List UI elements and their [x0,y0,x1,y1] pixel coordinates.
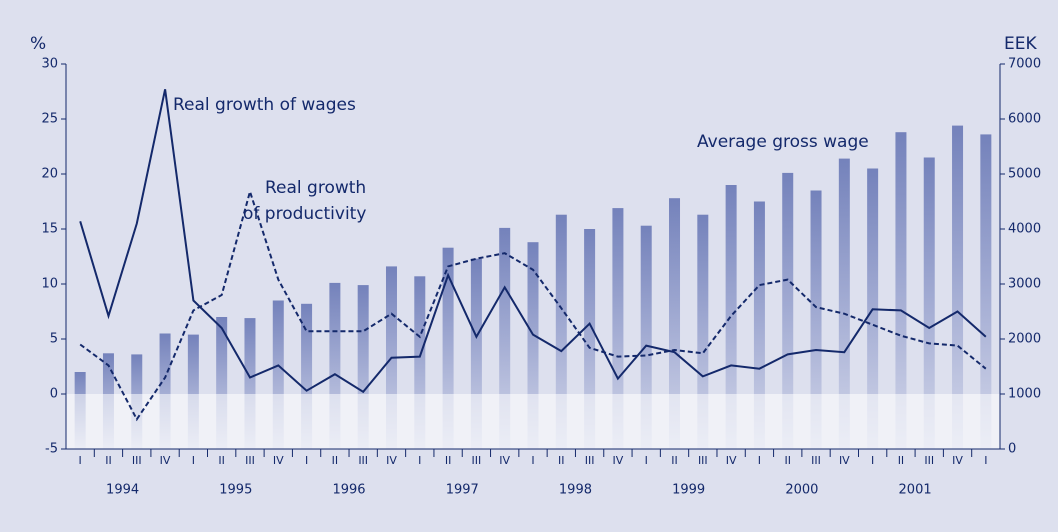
x-tick-label: II [332,454,339,467]
bar [272,300,284,449]
bar [555,214,567,449]
bar [725,185,737,449]
y2-tick-label: 5000 [1008,167,1041,182]
year-label: 1998 [559,483,592,498]
x-tick-label: III [358,454,368,467]
x-tick-label: IV [952,454,963,467]
x-tick-label: III [811,454,821,467]
x-tick-label: IV [273,454,284,467]
year-label: 1995 [219,483,252,498]
x-tick-label: II [898,454,905,467]
y2-tick-label: 4000 [1008,222,1041,237]
bar [470,258,482,449]
x-tick-label: I [79,454,82,467]
bar [244,318,256,449]
x-tick-label: II [671,454,678,467]
x-tick-label: III [924,454,934,467]
x-tick-label: III [585,454,595,467]
bar [838,158,850,449]
annotation: Real growth [265,178,366,198]
y2-tick-label: 0 [1008,442,1016,457]
x-tick-label: II [218,454,225,467]
x-tick-label: I [531,454,534,467]
y-tick-label: 0 [50,387,58,402]
year-label: 1994 [106,483,139,498]
series-label: Average gross wage [697,132,869,152]
bar [187,334,199,449]
x-tick-label: I [758,454,761,467]
x-tick-label: IV [613,454,624,467]
bar [753,201,765,449]
x-tick-label: III [698,454,708,467]
bar [527,242,539,449]
below-zero-band [66,394,1000,449]
bar [301,303,313,449]
bar [669,198,681,449]
x-tick-label: I [645,454,648,467]
bar [810,190,822,449]
x-tick-label: III [245,454,255,467]
bar [414,276,426,449]
annotation: of productivity [243,204,366,224]
x-tick-label: I [192,454,195,467]
line [79,89,987,394]
bar [895,132,907,449]
x-tick-label: II [105,454,112,467]
series-label: Real growth of wages [173,95,356,115]
y-tick-label: 25 [41,112,58,127]
x-tick-label: III [132,454,142,467]
y2-unit: EEK [1004,34,1037,54]
y-tick-label: 15 [41,222,58,237]
bar [329,282,341,449]
y2-tick-label: 3000 [1008,277,1041,292]
y-tick-label: 20 [41,167,58,182]
bar [612,208,624,449]
y2-tick-label: 7000 [1008,57,1041,72]
x-tick-label: II [558,454,565,467]
year-label: 1999 [672,483,705,498]
bar [640,225,652,449]
x-tick-label: IV [499,454,510,467]
y2-tick-label: 2000 [1008,332,1041,347]
bar [216,317,228,449]
y-tick-label: 10 [41,277,58,292]
y-tick-label: -5 [45,442,58,457]
x-tick-label: I [871,454,874,467]
bar [357,285,369,449]
line [79,188,987,422]
bar [782,172,794,449]
y2-tick-label: 1000 [1008,387,1041,402]
x-tick-label: IV [726,454,737,467]
bar [697,214,709,449]
x-tick-label: I [305,454,308,467]
y2-tick-label: 6000 [1008,112,1041,127]
x-tick-label: II [445,454,452,467]
bar [442,247,454,449]
x-tick-label: IV [839,454,850,467]
y-unit: % [30,34,46,54]
x-tick-label: III [472,454,482,467]
x-tick-label: II [784,454,791,467]
bar [923,157,935,449]
y-tick-label: 30 [41,57,58,72]
bar [980,134,992,449]
bar [159,333,171,449]
year-label: 1996 [332,483,365,498]
year-label: 2000 [785,483,818,498]
y-tick-label: 5 [50,332,58,347]
bar [584,229,596,449]
x-tick-label: I [984,454,987,467]
year-label: 1997 [446,483,479,498]
x-tick-label: I [418,454,421,467]
bar [499,227,511,449]
bar [952,125,964,449]
x-tick-label: IV [160,454,171,467]
year-label: 2001 [899,483,932,498]
x-tick-label: IV [386,454,397,467]
